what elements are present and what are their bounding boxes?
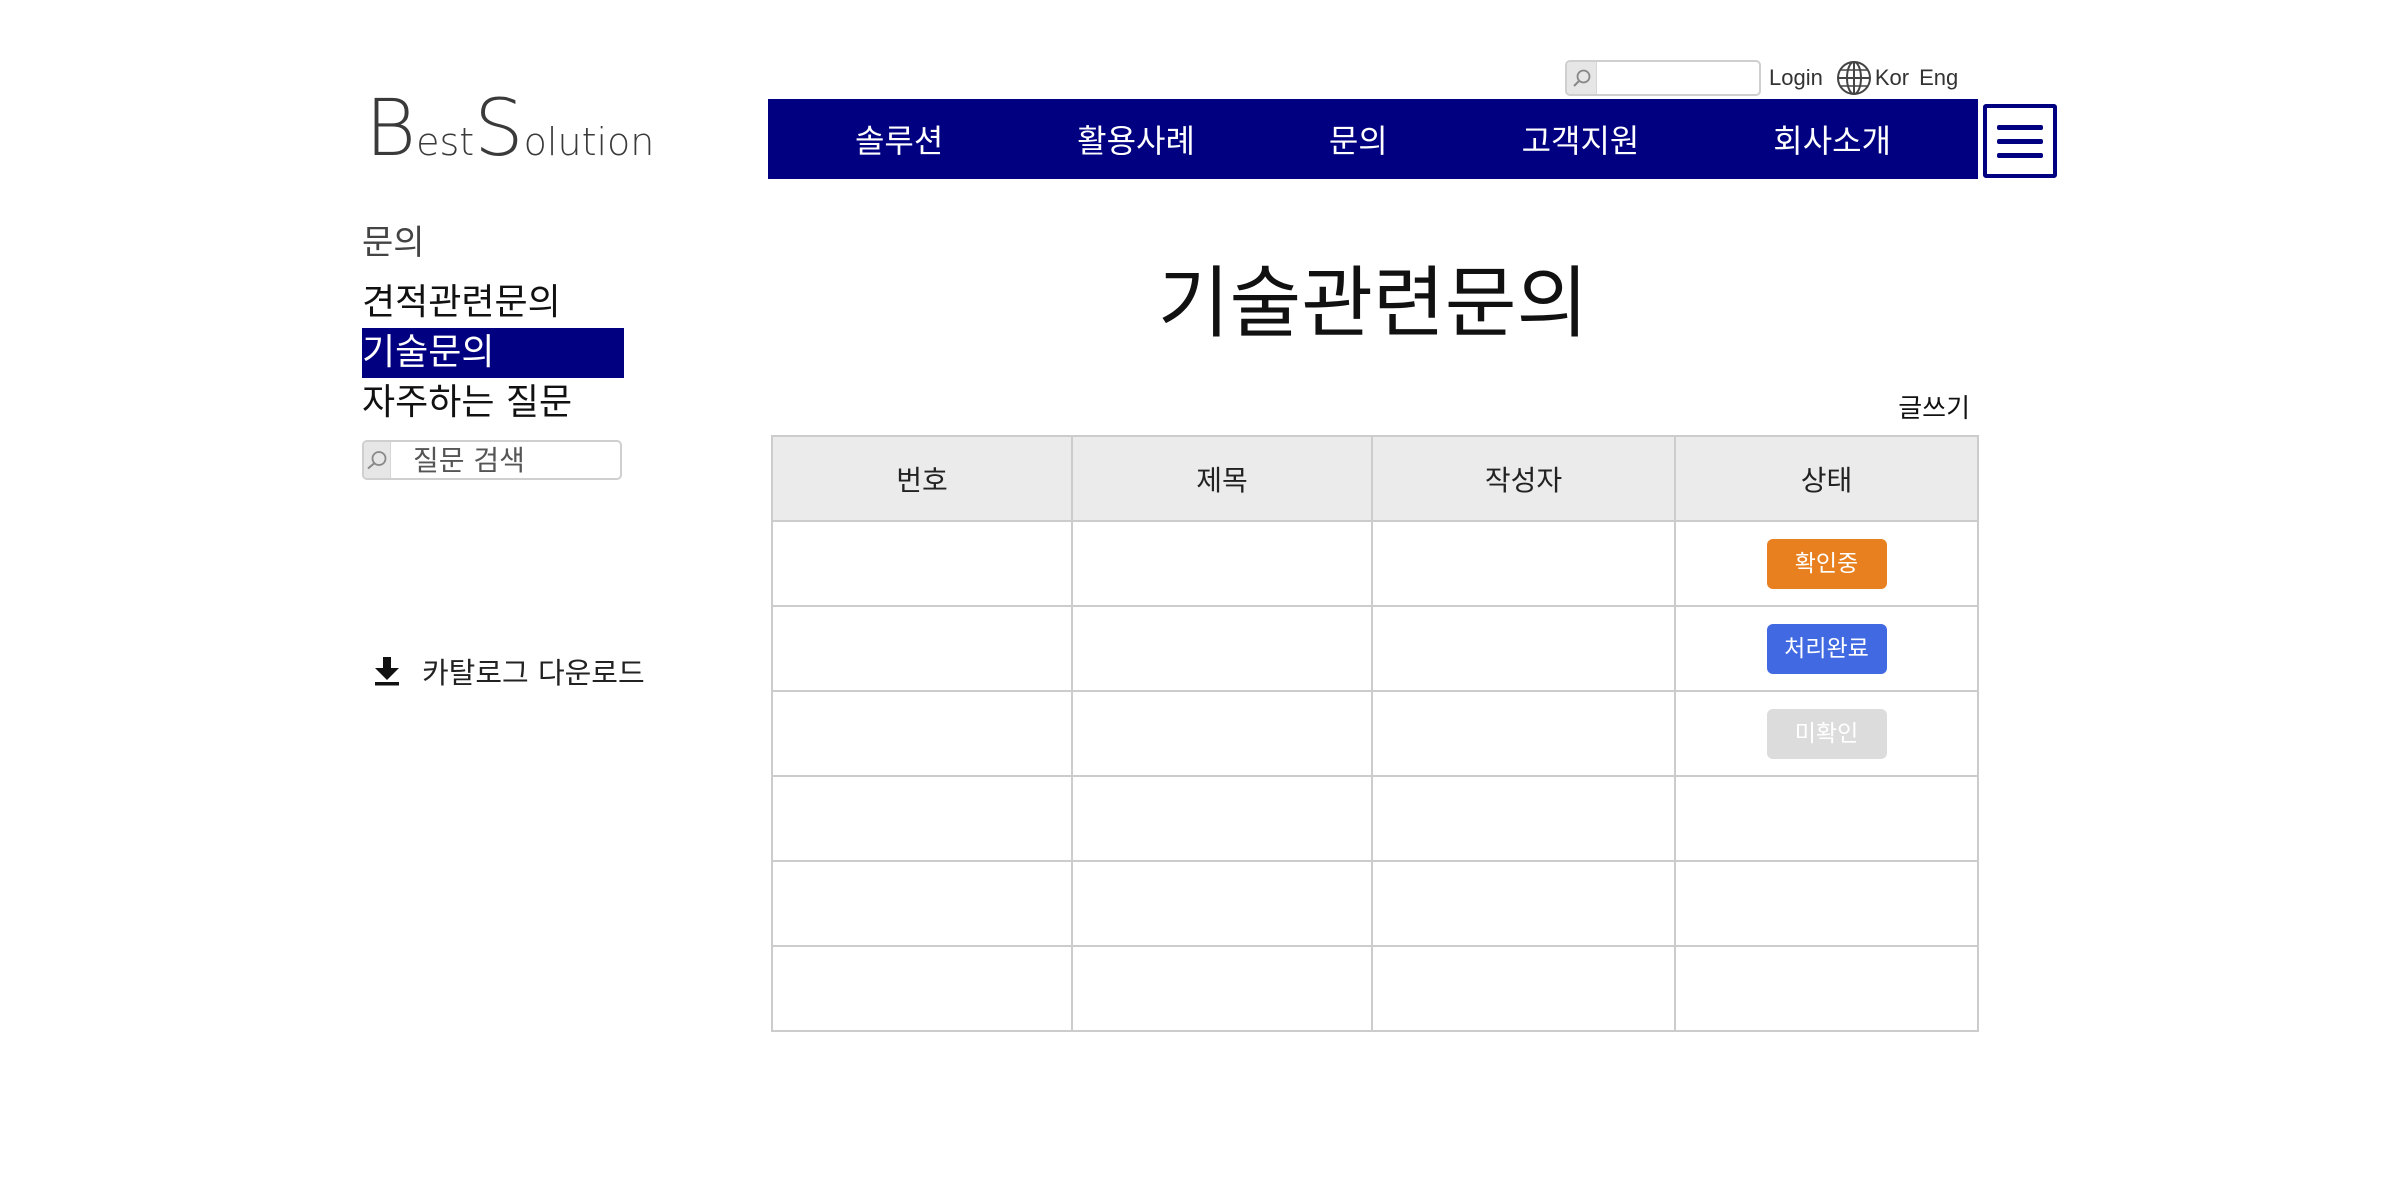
- cell-number: [771, 520, 1073, 607]
- table-row[interactable]: [771, 945, 1979, 1032]
- sidebar-section-title: 문의: [362, 223, 425, 263]
- cell-status: [1674, 860, 1979, 947]
- page-title: 기술관련문의: [1157, 259, 1589, 349]
- cell-status: 처리완료: [1674, 605, 1979, 692]
- utility-bar: Login Kor Eng: [1565, 57, 1960, 99]
- cell-author: [1371, 690, 1676, 777]
- cell-author: [1371, 775, 1676, 862]
- question-search-box[interactable]: [362, 440, 622, 480]
- table-row[interactable]: [771, 860, 1979, 947]
- cell-author: [1371, 945, 1676, 1032]
- status-badge-checking: 확인중: [1766, 538, 1887, 589]
- cell-status: [1674, 945, 1979, 1032]
- hamburger-line: [1997, 138, 2043, 144]
- lang-kor-link[interactable]: Kor: [1874, 65, 1910, 90]
- nav-item-solution[interactable]: 솔루션: [854, 122, 944, 160]
- nav-item-company[interactable]: 회사소개: [1773, 122, 1892, 160]
- status-badge-unchecked: 미확인: [1766, 708, 1887, 759]
- top-search-box[interactable]: [1565, 60, 1761, 96]
- cell-number: [771, 690, 1073, 777]
- cell-status: 확인중: [1674, 520, 1979, 607]
- question-search-input[interactable]: [391, 442, 620, 478]
- cell-title[interactable]: [1071, 605, 1373, 692]
- main-nav: 솔루션 활용사례 문의 고객지원 회사소개: [768, 99, 1978, 179]
- logo-letter-s: S: [474, 84, 524, 174]
- sidebar-item-faq[interactable]: 자주하는 질문: [362, 382, 573, 423]
- cell-author: [1371, 605, 1676, 692]
- cell-author: [1371, 520, 1676, 607]
- logo[interactable]: BestSolution: [365, 90, 654, 168]
- sidebar: 문의 견적관련문의 기술문의 자주하는 질문: [362, 218, 652, 480]
- cell-title[interactable]: [1071, 690, 1373, 777]
- cell-title[interactable]: [1071, 775, 1373, 862]
- table-row[interactable]: 처리완료: [771, 605, 1979, 692]
- download-icon: [372, 655, 402, 687]
- table-header-row: 번호 제목 작성자 상태: [771, 435, 1979, 522]
- sidebar-item-tech-inquiry[interactable]: 기술문의: [362, 328, 624, 378]
- cell-number: [771, 945, 1073, 1032]
- cell-title[interactable]: [1071, 945, 1373, 1032]
- top-search-input[interactable]: [1597, 62, 1759, 94]
- hamburger-line: [1997, 124, 2043, 130]
- nav-item-inquiry[interactable]: 문의: [1328, 122, 1388, 160]
- write-post-link[interactable]: 글쓰기: [1898, 394, 1970, 424]
- search-icon[interactable]: [1567, 62, 1597, 94]
- cell-title[interactable]: [1071, 520, 1373, 607]
- nav-item-customer-support[interactable]: 고객지원: [1521, 122, 1640, 160]
- hamburger-line: [1997, 152, 2043, 158]
- status-badge-done: 처리완료: [1766, 623, 1887, 674]
- logo-letter-b: B: [365, 84, 417, 174]
- cell-number: [771, 860, 1073, 947]
- cell-number: [771, 605, 1073, 692]
- catalog-download-label: 카탈로그 다운로드: [422, 656, 645, 690]
- cell-author: [1371, 860, 1676, 947]
- table-row[interactable]: 미확인: [771, 690, 1979, 777]
- logo-text-est: est: [416, 120, 475, 164]
- inquiry-table: 번호 제목 작성자 상태 확인중 처리완료 미확: [771, 435, 1979, 1032]
- header-status[interactable]: 상태: [1674, 435, 1979, 522]
- nav-item-use-cases[interactable]: 활용사례: [1077, 122, 1195, 160]
- header-author[interactable]: 작성자: [1371, 435, 1676, 522]
- login-link[interactable]: Login: [1769, 65, 1823, 90]
- sidebar-item-quote-inquiry[interactable]: 견적관련문의: [362, 282, 561, 323]
- header-title[interactable]: 제목: [1071, 435, 1373, 522]
- cell-status: [1674, 775, 1979, 862]
- table-row[interactable]: 확인중: [771, 520, 1979, 607]
- search-icon[interactable]: [364, 442, 391, 478]
- catalog-download-link[interactable]: 카탈로그 다운로드: [372, 650, 645, 692]
- table-row[interactable]: [771, 775, 1979, 862]
- lang-eng-link[interactable]: Eng: [1919, 65, 1959, 90]
- hamburger-menu-icon[interactable]: [1983, 104, 2057, 178]
- cell-title[interactable]: [1071, 860, 1373, 947]
- cell-status: 미확인: [1674, 690, 1979, 777]
- cell-number: [771, 775, 1073, 862]
- globe-icon[interactable]: [1835, 59, 1873, 97]
- header-number[interactable]: 번호: [771, 435, 1073, 522]
- logo-text-olution: olution: [523, 120, 655, 164]
